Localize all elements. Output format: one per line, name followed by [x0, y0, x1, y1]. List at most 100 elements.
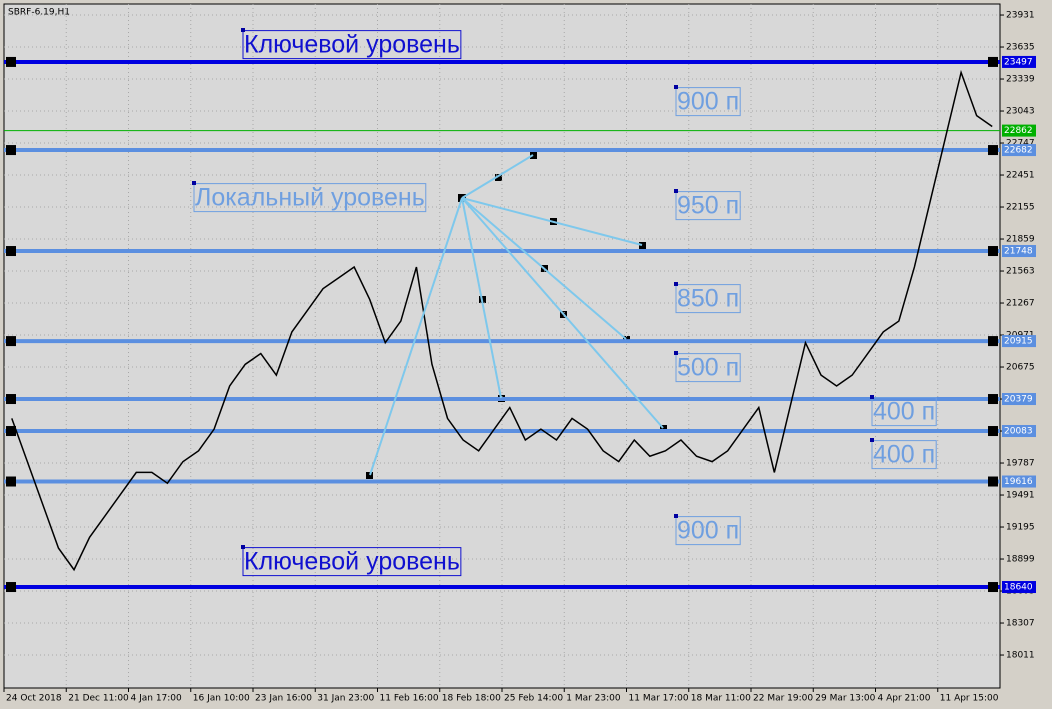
level-handle	[6, 394, 16, 405]
annotation-box	[675, 516, 741, 546]
annotation: Ключевой уровень	[244, 31, 460, 59]
annotation-anchor	[870, 438, 874, 442]
annotation-box	[193, 183, 427, 213]
annotation: 900 п	[677, 88, 739, 116]
annotation-box	[675, 191, 741, 221]
annotation-box	[242, 30, 462, 60]
annotation-anchor	[241, 28, 245, 32]
plot-area	[3, 3, 1001, 689]
annotation-box	[675, 284, 741, 314]
y-tick-label: 19491	[1006, 491, 1035, 501]
x-tick-label: 21 Dec 11:00	[68, 694, 129, 704]
price-tag	[1002, 475, 1036, 488]
y-tick-label: 19195	[1006, 523, 1035, 533]
y-tick-label: 21859	[1006, 235, 1035, 245]
y-tick-label: 23339	[1006, 75, 1035, 85]
annotation-anchor	[192, 181, 196, 185]
x-tick-label: 11 Feb 16:00	[380, 694, 439, 704]
level-handle	[988, 582, 998, 593]
arrows	[369, 154, 664, 476]
y-tick-label: 18899	[1006, 555, 1035, 565]
price-tag-label: 21748	[1004, 247, 1033, 257]
annotation-anchor	[674, 189, 678, 193]
x-tick-label: 29 Mar 13:00	[815, 694, 875, 704]
x-tick-label: 23 Jan 16:00	[255, 694, 312, 704]
annotation-anchor	[674, 282, 678, 286]
price-tag-label: 19616	[1004, 477, 1033, 487]
price-tag	[1002, 55, 1036, 68]
y-tick-label: 23043	[1006, 107, 1035, 117]
annotation-anchor	[674, 514, 678, 518]
annotation: 900 п	[677, 517, 739, 545]
level-handle	[988, 145, 998, 156]
annotation-box	[675, 87, 741, 117]
level-handle	[6, 56, 16, 67]
level-handle	[988, 394, 998, 405]
annotation: 400 п	[873, 441, 935, 469]
y-tick-label: 22155	[1006, 203, 1035, 213]
price-tag	[1002, 144, 1036, 157]
level-handle	[6, 246, 16, 257]
price-tag-label: 22682	[1004, 146, 1033, 156]
x-tick-label: 1 Mar 23:00	[566, 694, 621, 704]
annotation-anchor	[674, 85, 678, 89]
annotation: Ключевой уровень	[244, 548, 460, 576]
annotation-box	[675, 353, 741, 383]
chart-title: SBRF-6.19,H1	[8, 8, 70, 18]
level-handle	[988, 56, 998, 67]
annotation: Локальный уровень	[195, 184, 425, 212]
x-tick-label: 18 Mar 11:00	[691, 694, 751, 704]
x-tick-label: 18 Feb 18:00	[442, 694, 501, 704]
price-tag	[1002, 335, 1036, 348]
price-tag-label: 22862	[1004, 126, 1033, 136]
price-tag-label: 18640	[1004, 583, 1033, 593]
price-tag	[1002, 425, 1036, 438]
annotation-anchor	[674, 351, 678, 355]
level-handle	[6, 145, 16, 156]
price-tag-label: 20379	[1004, 395, 1033, 405]
x-tick-label: 24 Oct 2018	[6, 694, 62, 704]
level-handle	[988, 246, 998, 257]
y-tick-label: 20675	[1006, 363, 1035, 373]
annotation: 950 п	[677, 192, 739, 220]
annotation-box	[871, 397, 937, 427]
x-tick-label: 22 Mar 19:00	[753, 694, 813, 704]
level-handle	[6, 582, 16, 593]
y-tick-label: 22747	[1006, 139, 1035, 149]
y-tick-label: 21563	[1006, 267, 1035, 277]
price-tag	[1002, 124, 1036, 137]
x-tick-label: 4 Apr 21:00	[878, 694, 931, 704]
x-tick-label: 4 Jan 17:00	[131, 694, 183, 704]
level-handle	[988, 426, 998, 437]
price-tag-label: 20915	[1004, 337, 1033, 347]
y-tick-label: 18307	[1006, 619, 1035, 629]
price-tag	[1002, 245, 1036, 258]
level-handle	[988, 476, 998, 487]
price-tag	[1002, 393, 1036, 406]
y-tick-label: 18011	[1006, 651, 1035, 661]
annotation: 850 п	[677, 285, 739, 313]
y-tick-label: 19787	[1006, 459, 1035, 469]
price-tag-label: 20083	[1004, 427, 1033, 437]
x-tick-label: 11 Apr 15:00	[940, 694, 999, 704]
price-line	[11, 69, 993, 572]
y-tick-label: 23931	[1006, 11, 1035, 21]
level-handle	[6, 426, 16, 437]
annotation-box	[242, 547, 462, 577]
x-tick-label: 16 Jan 10:00	[193, 694, 250, 704]
annotation: 400 п	[873, 398, 935, 426]
level-handle	[988, 336, 998, 347]
y-tick-label: 23635	[1006, 43, 1035, 53]
level-handle	[6, 336, 16, 347]
x-tick-label: 11 Mar 17:00	[629, 694, 689, 704]
y-tick-label: 22451	[1006, 171, 1035, 181]
annotation: 500 п	[677, 354, 739, 382]
level-handle	[6, 476, 16, 487]
x-tick-label: 25 Feb 14:00	[504, 694, 563, 704]
price-tag	[1002, 581, 1036, 594]
x-tick-label: 31 Jan 23:00	[317, 694, 374, 704]
annotation-box	[871, 440, 937, 470]
annotation-anchor	[870, 395, 874, 399]
